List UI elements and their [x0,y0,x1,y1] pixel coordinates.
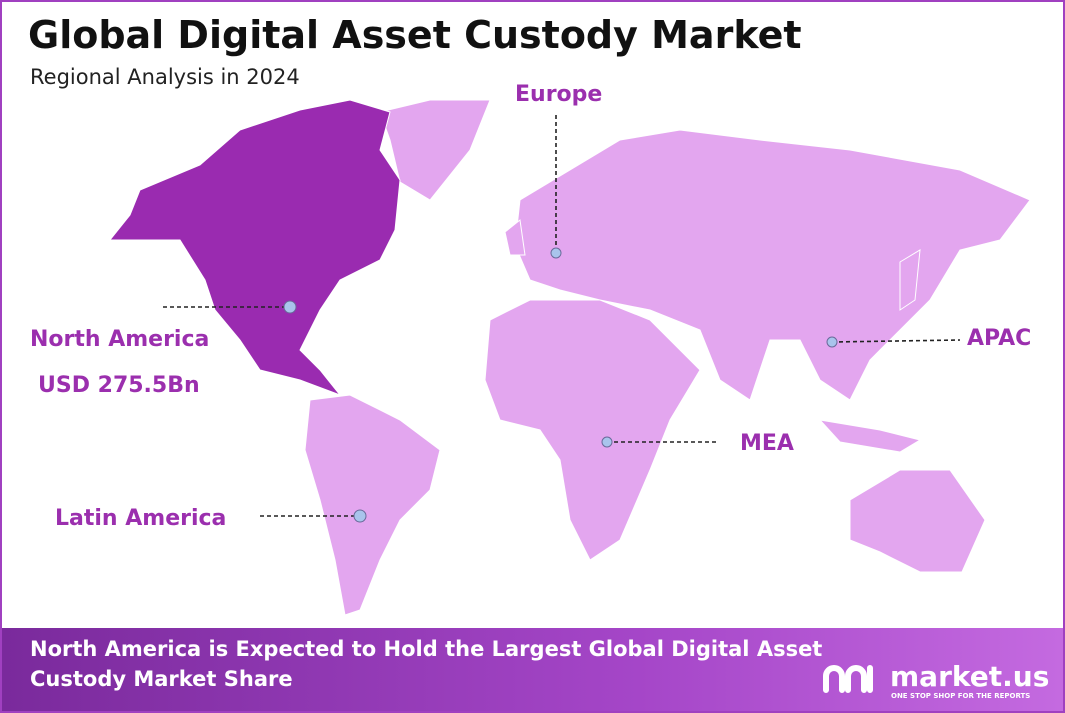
region-marker [826,336,838,348]
logo-icon [823,665,873,693]
world-map [108,99,1031,616]
region-label: Europe [515,82,602,107]
region-marker [283,300,297,314]
logo: market.us ONE STOP SHOP FOR THE REPORTS [823,660,1049,700]
uk [504,219,526,256]
footer-text: North America is Expected to Hold the La… [30,637,822,661]
region-value: USD 275.5Bn [38,373,200,398]
logo-name: market.us [890,660,1049,693]
footer-bar [2,628,1063,711]
region-marker [353,509,367,523]
footer-text: Custody Market Share [30,667,293,691]
logo-tagline: ONE STOP SHOP FOR THE REPORTS [891,692,1030,700]
region-label: MEA [740,431,794,456]
greenland [379,99,491,201]
region-marker [601,436,613,448]
title: Global Digital Asset Custody Market [28,13,802,57]
japan [899,249,921,311]
region-label: APAC [967,326,1031,351]
eurasia [514,129,1031,401]
indonesia [818,419,922,453]
region-label: Latin America [55,506,226,531]
leader-line [831,339,961,343]
subtitle: Regional Analysis in 2024 [30,65,300,89]
leaders [163,115,961,523]
south-america [304,394,441,616]
africa [484,299,701,561]
region-marker [550,247,562,259]
north-america [108,99,401,397]
region-label: North America [30,327,209,352]
australia [849,469,986,573]
